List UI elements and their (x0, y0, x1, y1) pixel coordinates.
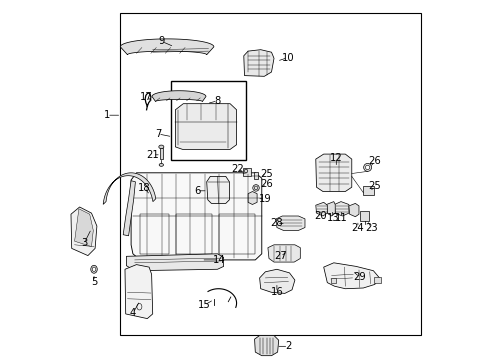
Polygon shape (175, 104, 236, 149)
Ellipse shape (244, 169, 247, 173)
Ellipse shape (252, 185, 259, 191)
Text: 11: 11 (335, 213, 347, 223)
Ellipse shape (363, 163, 371, 171)
Bar (219, 214, 255, 254)
Ellipse shape (159, 163, 163, 166)
Polygon shape (267, 245, 300, 262)
Text: 14: 14 (213, 255, 225, 265)
Text: 16: 16 (270, 287, 283, 297)
Text: 5: 5 (91, 276, 97, 287)
Bar (120, 13, 420, 335)
Polygon shape (244, 50, 273, 76)
Text: 21: 21 (146, 150, 159, 160)
Ellipse shape (365, 165, 369, 170)
Ellipse shape (91, 265, 97, 273)
Text: 18: 18 (138, 183, 150, 193)
Text: 17: 17 (140, 92, 153, 102)
Text: 10: 10 (281, 53, 293, 63)
Text: 13: 13 (325, 213, 338, 223)
Polygon shape (326, 202, 335, 216)
Polygon shape (254, 336, 278, 356)
Text: 23: 23 (364, 222, 377, 233)
Polygon shape (75, 209, 93, 247)
Polygon shape (71, 207, 97, 256)
Text: 25: 25 (260, 168, 273, 179)
Bar (363, 186, 373, 195)
Bar (243, 168, 250, 176)
Polygon shape (125, 265, 152, 319)
Text: 22: 22 (230, 164, 243, 174)
Polygon shape (131, 173, 261, 260)
Text: 2: 2 (285, 341, 291, 351)
Text: 9: 9 (158, 36, 164, 46)
Polygon shape (259, 269, 294, 293)
Bar (330, 278, 336, 283)
Bar (253, 172, 258, 179)
Polygon shape (123, 181, 135, 236)
Text: 19: 19 (259, 194, 271, 204)
Text: 4: 4 (129, 308, 136, 318)
Ellipse shape (254, 186, 257, 190)
Bar (360, 211, 368, 221)
Text: 29: 29 (353, 272, 366, 282)
Polygon shape (120, 39, 213, 55)
Text: 6: 6 (193, 186, 200, 196)
Polygon shape (103, 173, 156, 204)
Text: 28: 28 (270, 218, 283, 228)
Polygon shape (315, 202, 326, 216)
Bar (159, 148, 163, 159)
Polygon shape (334, 202, 348, 216)
Polygon shape (323, 263, 379, 289)
Polygon shape (206, 176, 229, 203)
Polygon shape (276, 216, 305, 230)
Text: 26: 26 (367, 156, 381, 166)
Polygon shape (126, 254, 223, 271)
Ellipse shape (92, 267, 96, 271)
Ellipse shape (159, 145, 163, 149)
Text: 20: 20 (313, 211, 326, 221)
Text: 12: 12 (329, 153, 342, 163)
Bar (140, 214, 168, 254)
Text: 7: 7 (155, 129, 161, 139)
Text: 24: 24 (351, 222, 364, 233)
Polygon shape (247, 192, 257, 204)
Polygon shape (348, 203, 358, 217)
Text: 3: 3 (81, 238, 87, 248)
Text: 26: 26 (260, 179, 273, 189)
Text: 25: 25 (367, 181, 381, 192)
Text: 27: 27 (274, 251, 286, 261)
Bar (170, 81, 246, 160)
Bar (373, 277, 380, 283)
Text: 1: 1 (103, 110, 110, 120)
Text: 15: 15 (198, 300, 210, 310)
Bar (176, 214, 212, 254)
Polygon shape (315, 154, 351, 192)
Polygon shape (152, 91, 205, 102)
Text: 8: 8 (214, 96, 220, 106)
